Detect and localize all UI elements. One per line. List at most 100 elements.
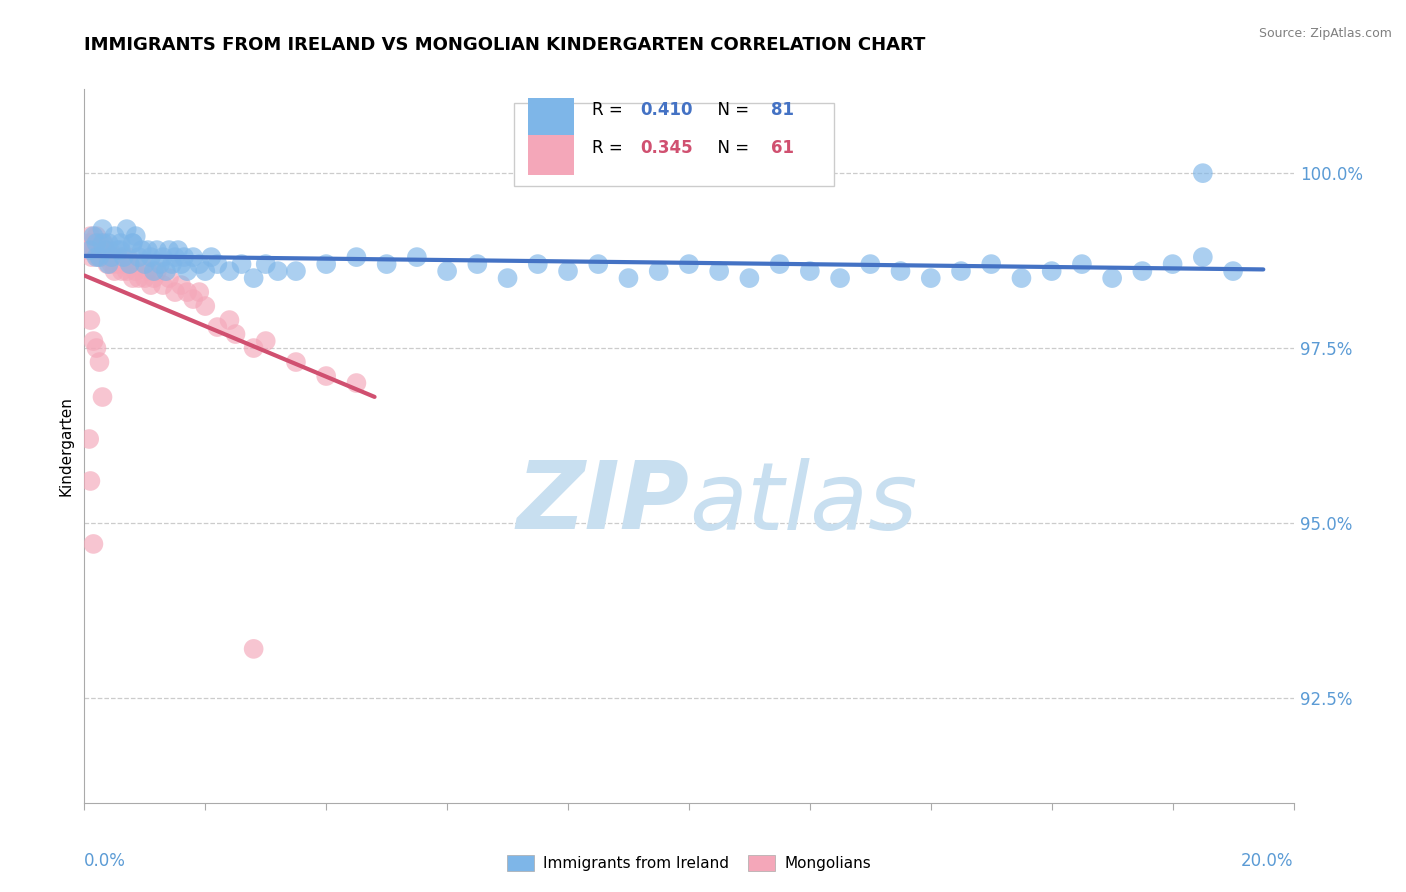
- Point: [1132, 264, 1154, 278]
- Point: [91, 390, 114, 404]
- Point: [176, 264, 198, 278]
- Point: [100, 257, 122, 271]
- Point: [285, 264, 308, 278]
- Text: R =: R =: [592, 139, 628, 157]
- Point: [104, 250, 127, 264]
- Point: [115, 222, 138, 236]
- Point: [139, 278, 162, 293]
- Point: [104, 229, 127, 244]
- Point: [97, 257, 120, 271]
- Point: [188, 285, 211, 299]
- Point: [142, 264, 165, 278]
- Point: [82, 229, 104, 244]
- Point: [207, 257, 229, 271]
- Text: N =: N =: [707, 139, 755, 157]
- Point: [436, 264, 458, 278]
- Point: [80, 250, 103, 264]
- Point: [254, 334, 277, 348]
- Point: [194, 264, 217, 278]
- Point: [110, 243, 132, 257]
- Point: [200, 250, 222, 264]
- Text: Source: ZipAtlas.com: Source: ZipAtlas.com: [1258, 27, 1392, 40]
- Point: [112, 250, 135, 264]
- Point: [496, 271, 519, 285]
- Point: [467, 257, 489, 271]
- Point: [121, 236, 143, 251]
- FancyBboxPatch shape: [529, 97, 574, 136]
- Point: [86, 229, 108, 244]
- Point: [1161, 257, 1184, 271]
- Point: [149, 257, 172, 271]
- Point: [79, 313, 101, 327]
- FancyBboxPatch shape: [513, 103, 834, 186]
- Point: [82, 537, 104, 551]
- Point: [176, 285, 198, 299]
- Point: [181, 292, 204, 306]
- Point: [225, 327, 247, 342]
- Point: [152, 250, 174, 264]
- Point: [1192, 250, 1215, 264]
- Point: [165, 250, 187, 264]
- Point: [146, 264, 169, 278]
- Point: [79, 243, 101, 257]
- Point: [89, 355, 111, 369]
- Point: [207, 320, 229, 334]
- Text: 61: 61: [770, 139, 794, 157]
- Point: [188, 257, 211, 271]
- Point: [76, 243, 98, 257]
- Point: [111, 264, 134, 278]
- Point: [375, 257, 398, 271]
- Point: [104, 264, 127, 278]
- Point: [82, 334, 104, 348]
- Point: [830, 271, 852, 285]
- Text: 0.410: 0.410: [641, 101, 693, 120]
- Y-axis label: Kindergarten: Kindergarten: [58, 396, 73, 496]
- Text: atlas: atlas: [689, 458, 917, 549]
- Point: [242, 271, 264, 285]
- Text: 0.345: 0.345: [641, 139, 693, 157]
- Point: [90, 243, 112, 257]
- Point: [79, 474, 101, 488]
- Point: [136, 243, 159, 257]
- Point: [96, 257, 118, 271]
- Point: [146, 243, 169, 257]
- Point: [131, 243, 153, 257]
- Point: [115, 264, 138, 278]
- Point: [125, 264, 148, 278]
- Point: [152, 278, 174, 293]
- Point: [267, 264, 290, 278]
- Point: [527, 257, 550, 271]
- Point: [142, 271, 165, 285]
- Point: [1101, 271, 1123, 285]
- Point: [242, 341, 264, 355]
- Point: [98, 243, 121, 257]
- Point: [97, 236, 120, 251]
- Point: [112, 257, 135, 271]
- Point: [980, 257, 1002, 271]
- Point: [118, 257, 141, 271]
- Point: [170, 278, 193, 293]
- Point: [91, 222, 114, 236]
- Point: [1040, 264, 1063, 278]
- Point: [738, 271, 761, 285]
- Point: [617, 271, 640, 285]
- Point: [1222, 264, 1244, 278]
- Point: [160, 257, 183, 271]
- Point: [315, 257, 337, 271]
- Text: ZIP: ZIP: [516, 457, 689, 549]
- Text: 0.0%: 0.0%: [84, 852, 127, 870]
- Point: [218, 313, 240, 327]
- Point: [157, 243, 180, 257]
- Point: [107, 257, 129, 271]
- Point: [588, 257, 610, 271]
- Point: [91, 250, 114, 264]
- Point: [110, 250, 132, 264]
- Point: [84, 243, 107, 257]
- Point: [86, 341, 108, 355]
- Point: [94, 243, 117, 257]
- Point: [254, 257, 277, 271]
- Point: [769, 257, 792, 271]
- Point: [155, 264, 177, 278]
- Point: [1192, 166, 1215, 180]
- Point: [1071, 257, 1094, 271]
